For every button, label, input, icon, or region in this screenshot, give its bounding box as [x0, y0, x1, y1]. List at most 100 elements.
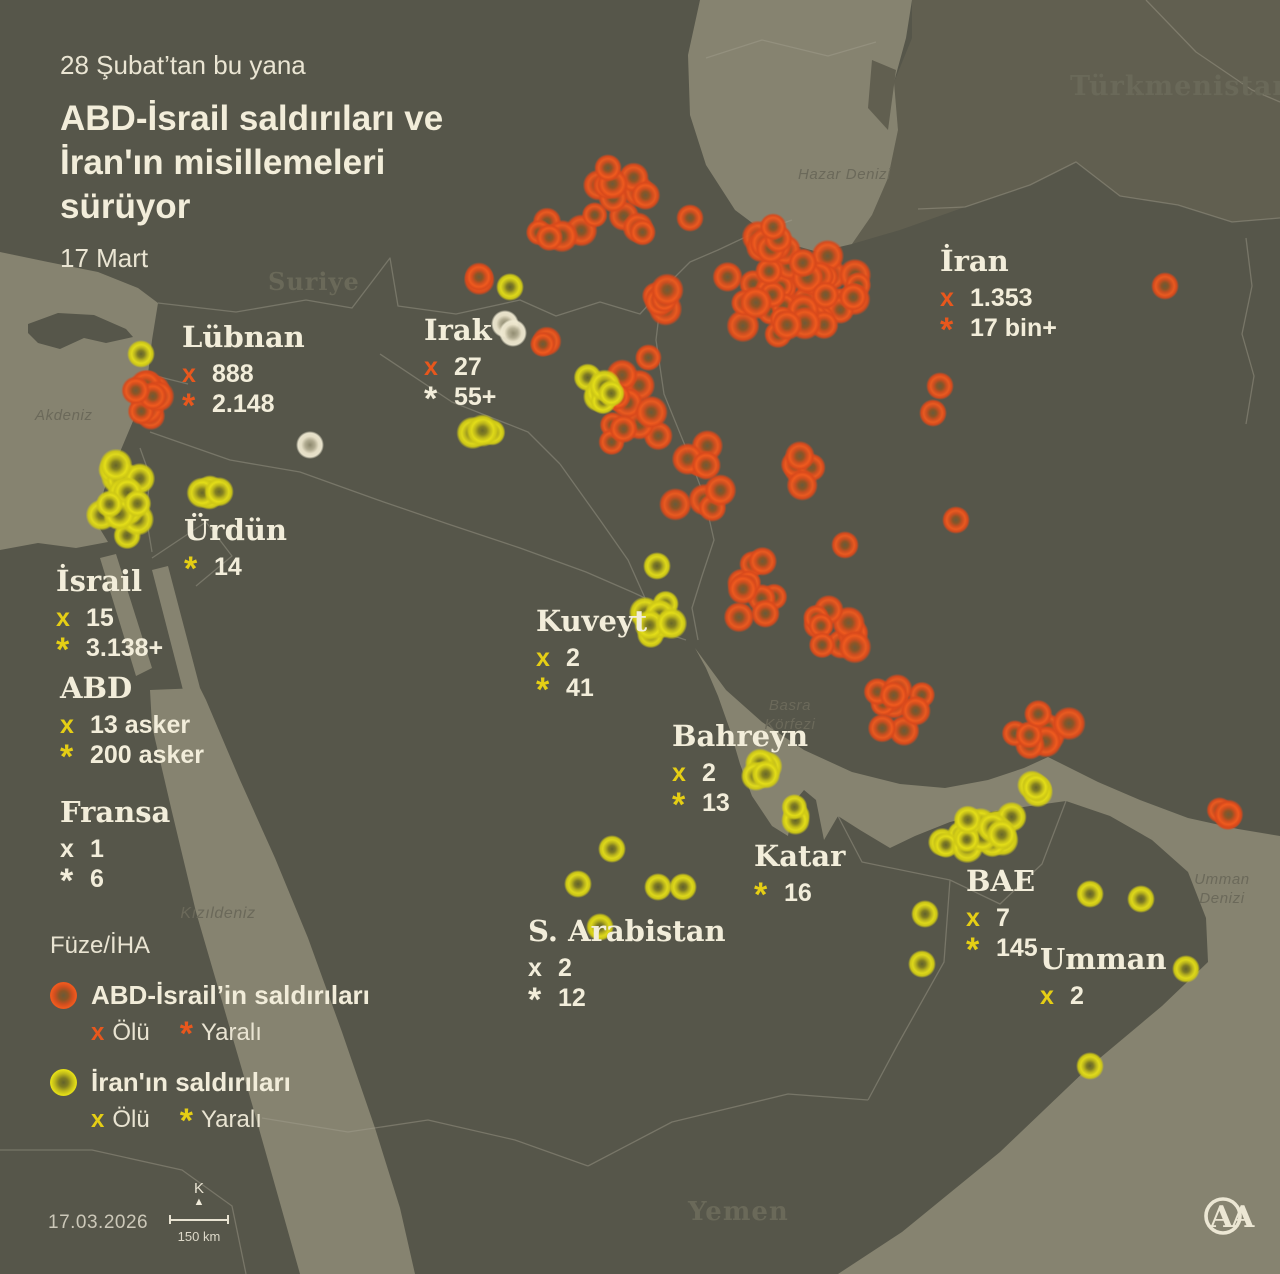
- x-symbol: x: [56, 604, 70, 633]
- attack-dot-red: [1023, 699, 1053, 729]
- attack-dot-red: [628, 218, 657, 246]
- stat-value: 2: [1070, 982, 1084, 1011]
- stat-row-wounded: * 17 bin+: [940, 310, 1057, 349]
- map-country-names: Türkmenistan Suriye Yemen: [268, 71, 1280, 1227]
- attack-dot-yellow: [781, 793, 808, 821]
- x-symbol: x: [940, 284, 954, 313]
- attack-dot-red: [676, 204, 704, 232]
- country-label-katar: Katar * 16: [754, 841, 845, 912]
- legend-entry-iran: İran'ın saldırıları: [50, 1067, 370, 1098]
- attack-dot-red: [942, 506, 970, 534]
- stat-value: 145: [996, 933, 1038, 962]
- page-title-line-3: sürüyor: [60, 187, 191, 227]
- sea-gulf-arabian: [695, 648, 1280, 1274]
- attack-dot-red: [535, 223, 564, 252]
- stat-value: 2: [702, 759, 716, 788]
- legend-item-text: Ölü: [112, 1106, 150, 1133]
- attack-dot-red: [900, 695, 932, 727]
- stat-value: 15: [86, 604, 114, 633]
- country-label-kuveyt: Kuveyt x 2 * 41: [536, 606, 647, 709]
- stat-value: 2: [558, 954, 572, 983]
- attack-dot-yellow: [466, 414, 500, 448]
- legend-item-text: Yaralı: [200, 1106, 262, 1133]
- attack-dot-red: [630, 180, 661, 211]
- country-name: Fransa: [60, 795, 171, 829]
- region-turkmenistan: [852, 0, 1280, 244]
- header-date: 17 Mart: [60, 243, 149, 274]
- stat-value: 17 bin+: [970, 313, 1057, 342]
- dots-layer-cream: [296, 310, 527, 459]
- legend-entry-label: ABD-İsrail’in saldırıları: [91, 980, 370, 1010]
- stat-value: 13: [702, 788, 730, 817]
- stat-value: 3.138+: [86, 633, 164, 662]
- header: 28 Şubat’tan bu yana ABD-İsrail saldırıl…: [60, 50, 443, 274]
- x-symbol: x: [91, 1019, 105, 1046]
- attack-dot-red: [658, 487, 692, 521]
- map-sea-names: Hazar Denizi Akdeniz Basra Körfezi Kızıldeni…: [34, 166, 1249, 922]
- attack-dot-yellow: [911, 900, 939, 928]
- country-label-bae: BAE x 7 * 145: [966, 866, 1038, 967]
- country-label-umman: Umman x 2: [1040, 944, 1167, 1012]
- stat-value: 14: [214, 553, 242, 582]
- stat-row-wounded: * 2.148: [182, 386, 275, 425]
- attack-dot-red: [1213, 799, 1244, 830]
- x-symbol: x: [536, 644, 550, 673]
- country-name: Umman: [1040, 942, 1167, 976]
- sea-red-sea-aqaba: [152, 566, 200, 694]
- attack-dot-red: [738, 285, 773, 320]
- agency-logo: AA: [1202, 1192, 1260, 1247]
- sea-label-basra-korfezi: Basra Körfezi: [765, 697, 816, 733]
- country-name: Irak: [424, 313, 492, 347]
- map-label-suriye: Suriye: [268, 267, 360, 296]
- header-kicker: 28 Şubat’tan bu yana: [60, 50, 306, 80]
- x-symbol: x: [1040, 982, 1054, 1011]
- island-cyprus: [28, 313, 133, 349]
- sea-red-sea: [150, 688, 415, 1274]
- attack-dot-red: [786, 469, 818, 502]
- attack-dot-yellow: [986, 818, 1018, 851]
- attack-dot-red: [1051, 706, 1086, 741]
- attack-dot-yellow: [1127, 885, 1155, 913]
- attack-dot-red: [704, 474, 737, 507]
- attack-dot-yellow: [1076, 1052, 1104, 1080]
- stat-value: 12: [558, 983, 586, 1012]
- attack-dot-red: [867, 713, 897, 743]
- legend-sub-abd-israil: x Ölü * Yaralı: [91, 1017, 370, 1051]
- red-attack-dot-icon: [50, 982, 77, 1009]
- attack-dot-yellow: [953, 826, 981, 853]
- country-name: İran: [940, 244, 1009, 278]
- x-symbol: x: [60, 835, 74, 864]
- x-symbol: x: [60, 711, 74, 740]
- legend-item-dead: x Ölü: [91, 1106, 150, 1134]
- legend-entry-label: İran'ın saldırıları: [91, 1067, 291, 1097]
- map-label-turkmenistan: Türkmenistan: [1070, 71, 1280, 102]
- aa-logo-icon: AA: [1204, 1197, 1257, 1235]
- attack-dot-red: [784, 440, 816, 472]
- x-symbol: x: [182, 360, 196, 389]
- country-name: İsrail: [56, 564, 142, 598]
- attack-dot-cream: [296, 431, 324, 459]
- attack-dot-yellow: [644, 873, 672, 901]
- stat-row-wounded: * 3.138+: [56, 630, 164, 669]
- sea-label-hazar-denizi: Hazar Denizi: [798, 166, 891, 183]
- attack-dot-cream: [499, 319, 527, 347]
- attack-dot-red: [723, 601, 755, 633]
- page-title-line-2: İran'ın misillemeleri: [60, 143, 386, 183]
- legend: Füze/İHA ABD-İsrail’in saldırıları x Ölü…: [50, 932, 370, 1138]
- attack-dot-red: [608, 414, 639, 444]
- scale-bar: [169, 1215, 229, 1224]
- attack-dot-red: [807, 612, 835, 639]
- sea-label-akdeniz: Akdeniz: [34, 407, 93, 424]
- stat-row-dead: x 15: [56, 604, 163, 634]
- stat-value: 16: [784, 879, 812, 908]
- attack-dot-yellow: [908, 950, 936, 978]
- attack-dot-red: [747, 546, 778, 576]
- country-name: Bahreyn: [672, 719, 809, 753]
- stat-row-wounded: * 41: [536, 670, 594, 709]
